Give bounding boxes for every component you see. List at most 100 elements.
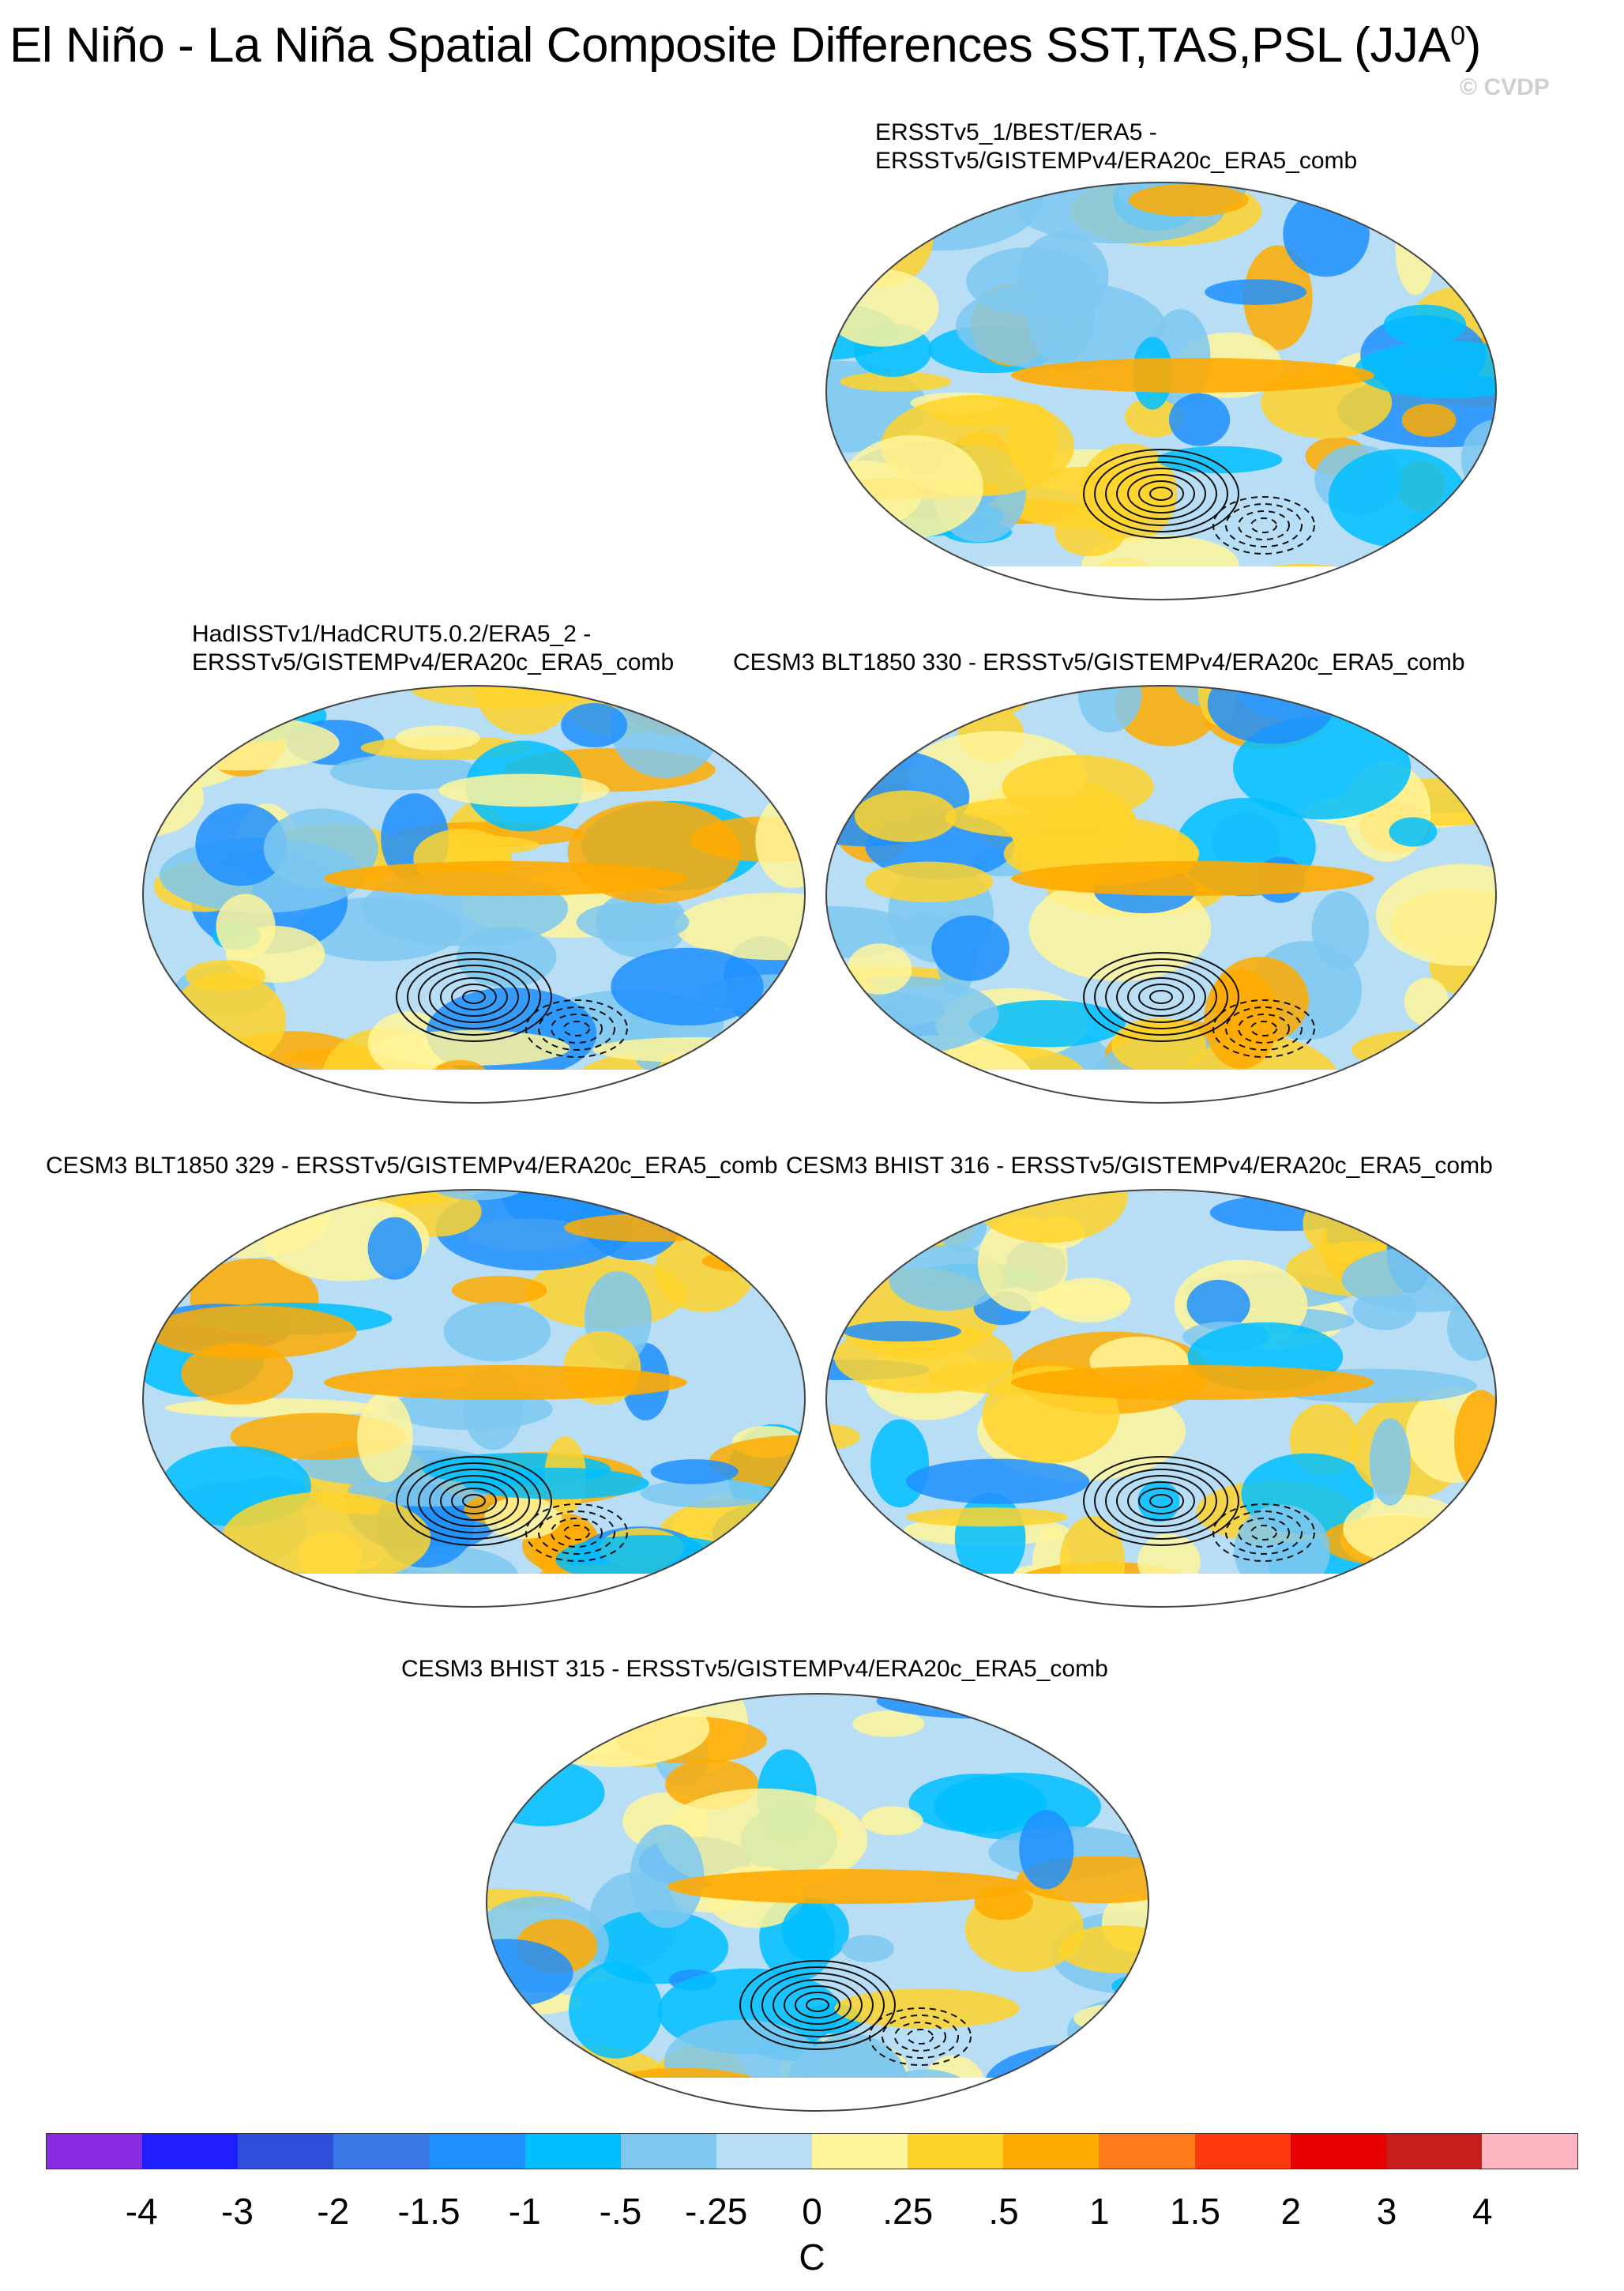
anomaly-patch: [451, 1275, 547, 1305]
psl-contour-dashed: [563, 1525, 590, 1540]
psl-contour: [806, 1998, 829, 2012]
colorbar-tick-label: 3: [1376, 2191, 1397, 2232]
anomaly-patch: [216, 893, 276, 959]
colorbar-segment: [333, 2134, 430, 2169]
anomaly-patch: [1337, 686, 1495, 724]
psl-contour: [1083, 952, 1239, 1042]
anomaly-patch: [1401, 403, 1457, 437]
anomaly-patch: [841, 1935, 894, 1962]
anomaly-patch: [561, 703, 628, 748]
colorbar-tick-label: -.25: [685, 2191, 748, 2232]
anomaly-patch: [195, 803, 288, 886]
anomaly-patch: [1137, 1480, 1180, 1522]
anomaly-patch: [1128, 183, 1249, 217]
anomaly-patch: [954, 1492, 1026, 1585]
anomaly-patch: [1404, 977, 1449, 1026]
colorbar-segment: [620, 2134, 716, 2169]
anomaly-patch: [755, 986, 805, 1084]
colorbar-tick-label: 2: [1280, 2191, 1302, 2232]
psl-contour-dashed: [1238, 1014, 1290, 1044]
map-outline: [486, 1693, 1149, 2112]
colorbar-tick-label: -1.5: [397, 2191, 461, 2232]
psl-contour: [1127, 474, 1195, 514]
colorbar-tick-label: -4: [125, 2191, 158, 2232]
anomaly-patch: [944, 2086, 1123, 2111]
anomaly-patch: [1036, 1284, 1131, 1315]
anomaly-patch: [1365, 1190, 1472, 1238]
anomaly-patch: [576, 901, 690, 942]
psl-contour: [396, 1456, 552, 1546]
anomaly-patch: [431, 1190, 525, 1201]
anomaly-patch: [1311, 891, 1370, 969]
map-panel-1: [825, 182, 1497, 600]
psl-contour: [1094, 455, 1228, 532]
anomaly-patch: [870, 1419, 930, 1508]
antarctica-mask: [143, 1574, 805, 1607]
colorbar-segment: [1003, 2134, 1100, 2169]
psl-contour-dashed: [1250, 517, 1277, 533]
psl-contour: [451, 1488, 497, 1514]
panel-4-label: CESM3 BLT1850 329 - ERSSTv5/GISTEMPv4/ER…: [46, 1153, 778, 1179]
psl-contour: [407, 958, 541, 1036]
anomaly-patch: [859, 182, 1008, 192]
colorbar-segment: [1290, 2134, 1386, 2169]
psl-contour-dashed: [1212, 1503, 1315, 1562]
psl-contour: [429, 971, 519, 1023]
anomaly-patch: [840, 371, 952, 392]
anomaly-patch: [671, 1073, 711, 1103]
anomaly-patch: [852, 1710, 925, 1737]
psl-contour: [1138, 984, 1184, 1010]
antarctica-mask: [826, 566, 1496, 600]
map-outline: [142, 685, 806, 1104]
psl-contour: [1083, 449, 1239, 539]
anomaly-patch: [487, 1759, 605, 1826]
anomaly-patch: [888, 1245, 1003, 1311]
anomaly-patch: [222, 1492, 431, 1585]
warm-tongue: [324, 1365, 687, 1400]
psl-contour-dashed: [882, 2014, 959, 2059]
colorbar-segment: [429, 2134, 525, 2169]
anomaly-patch: [966, 246, 1097, 316]
colorbar-tick-label: 1.5: [1170, 2191, 1220, 2232]
anomaly-patch: [611, 947, 764, 1026]
anomaly-patch: [564, 1213, 735, 1242]
psl-contour-dashed: [1225, 1006, 1303, 1051]
map-panel-4: [142, 1189, 806, 1608]
anomaly-patch: [826, 1206, 883, 1246]
anomaly-patch: [826, 1424, 860, 1450]
colorbar-segment: [47, 2134, 143, 2169]
anomaly-patch: [1099, 2046, 1148, 2111]
psl-contour: [1105, 461, 1217, 526]
psl-contour-dashed: [894, 2022, 946, 2052]
psl-contour: [1094, 1462, 1228, 1540]
psl-contour: [773, 1979, 863, 2031]
anomaly-patch: [905, 1507, 1068, 1527]
psl-contour: [1149, 990, 1173, 1004]
anomaly-patch: [761, 707, 805, 731]
psl-contour: [429, 1475, 519, 1527]
panel-2-label: HadISSTv1/HadCRUT5.0.2/ERA5_2 - ERSSTv5/…: [192, 621, 675, 675]
anomaly-patch: [395, 725, 481, 750]
map-outline: [825, 182, 1497, 600]
map-panel-6: [486, 1693, 1149, 2112]
psl-contour: [418, 1469, 530, 1533]
anomaly-patch: [650, 1459, 739, 1484]
map-panel-2: [142, 685, 806, 1104]
psl-contour: [795, 1992, 840, 2018]
figure-title: El Niño - La Niña Spatial Composite Diff…: [9, 18, 1481, 73]
psl-contour-dashed: [1250, 1525, 1277, 1540]
anomaly-patch: [1283, 191, 1370, 277]
anomaly-patch: [145, 716, 340, 771]
anomaly-patch: [826, 269, 939, 347]
anomaly-patch: [329, 754, 480, 791]
warm-tongue: [1011, 358, 1374, 393]
psl-contour-dashed: [563, 1021, 590, 1036]
psl-contour-dashed: [869, 2007, 972, 2066]
colorbar-tick-label: -.5: [599, 2191, 642, 2232]
anomaly-patch: [1077, 686, 1142, 733]
anomaly-patch: [1395, 202, 1436, 295]
panel-6-label: CESM3 BHIST 315 - ERSSTv5/GISTEMPv4/ERA2…: [401, 1656, 1108, 1682]
anomaly-patch: [701, 1249, 805, 1273]
anomaly-patch: [1442, 1545, 1496, 1607]
warm-tongue: [667, 1869, 1031, 1904]
